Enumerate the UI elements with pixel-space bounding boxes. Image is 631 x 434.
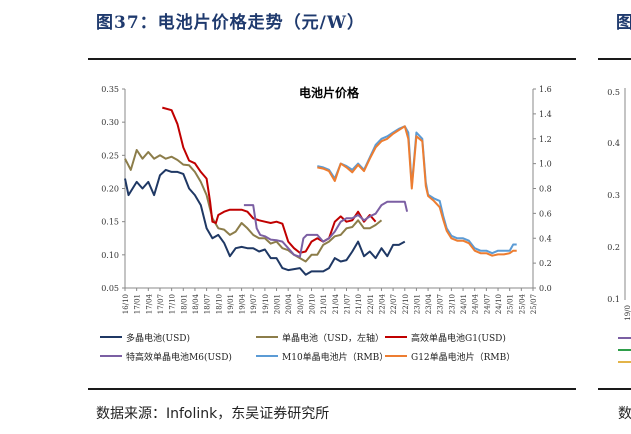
x-tick-label: 24/04 xyxy=(472,293,480,314)
x-tick-label: 24/07 xyxy=(483,294,491,314)
legend-label-4: 特高效单晶电池M6(USD) xyxy=(126,351,232,363)
legend-label-6: G12单晶电池片（RMB） xyxy=(411,351,515,363)
x-tick-label: 19/07 xyxy=(250,294,258,314)
series-line-3 xyxy=(162,106,377,254)
figure-title: 图37：电池片价格走势（元/W） xyxy=(96,13,365,33)
x-tick-label: 19/04 xyxy=(239,293,247,314)
x-tick-label: 21/10 xyxy=(355,294,363,314)
x-tick-label: 23/04 xyxy=(425,293,433,314)
x-tick-label: 20/10 xyxy=(309,294,317,314)
x-tick-label: 17/01 xyxy=(134,294,142,314)
x-tick-label: 21/04 xyxy=(332,293,340,314)
right-tick-label: 0.6 xyxy=(539,209,552,218)
series-line-1 xyxy=(124,168,406,276)
x-tick-label: 18/07 xyxy=(204,294,212,314)
right-panel-tick-label: 0.5 xyxy=(607,88,620,97)
x-tick-label: 20/04 xyxy=(285,293,293,314)
left-tick-label: 0.10 xyxy=(101,251,119,260)
left-tick-label: 0.05 xyxy=(101,284,119,293)
x-tick-label: 21/07 xyxy=(343,294,351,314)
x-tick-label: 19/10 xyxy=(262,294,270,314)
legend-label-2: 单晶电池（USD，左轴） xyxy=(282,332,384,344)
right-tick-label: 0.8 xyxy=(539,185,552,194)
left-tick-label: 0.25 xyxy=(101,151,119,160)
left-tick-label: 0.30 xyxy=(101,118,119,127)
right-tick-label: 0.4 xyxy=(539,234,552,243)
x-tick-label: 23/07 xyxy=(437,294,445,314)
x-tick-label: 17/10 xyxy=(169,294,177,314)
series-line-6 xyxy=(317,125,517,257)
x-tick-label: 17/04 xyxy=(145,293,153,314)
left-tick-label: 0.35 xyxy=(101,85,119,94)
x-tick-label: 18/04 xyxy=(192,293,200,314)
x-tick-label: 22/01 xyxy=(367,294,375,314)
right-tick-label: 1.2 xyxy=(539,135,552,144)
chart-title: 电池片价格 xyxy=(299,85,360,100)
right-panel-tick-label: 0.1 xyxy=(607,295,620,304)
left-tick-label: 0.15 xyxy=(101,218,119,227)
x-tick-label: 25/07 xyxy=(530,294,538,314)
x-tick-label: 17/07 xyxy=(157,294,165,314)
bottom-rule xyxy=(88,388,576,390)
right-figure-title-fragment: 图 xyxy=(616,13,631,33)
right-bottom-rule xyxy=(598,388,631,390)
x-tick-label: 24/01 xyxy=(460,294,468,314)
right-tick-label: 1.4 xyxy=(539,110,552,119)
x-tick-label: 23/01 xyxy=(413,294,421,314)
right-panel-tick-label: 0.4 xyxy=(607,139,620,148)
x-tick-label: 25/04 xyxy=(518,293,526,314)
legend-label-1: 多晶电池(USD) xyxy=(126,332,190,344)
x-tick-label: 19/01 xyxy=(227,294,235,314)
left-tick-label: 0.20 xyxy=(101,185,119,194)
legend-label-3: 高效单晶电池G1(USD) xyxy=(411,332,506,344)
series-line-2 xyxy=(124,149,383,263)
x-tick-label: 18/10 xyxy=(215,294,223,314)
right-panel-tick-label: 0.3 xyxy=(607,191,620,200)
top-rule xyxy=(88,58,576,60)
right-panel-x-tick: 19/0 xyxy=(624,305,631,321)
right-panel-tick-label: 0.2 xyxy=(607,243,620,252)
right-tick-label: 0.0 xyxy=(539,284,552,293)
x-tick-label: 21/01 xyxy=(320,294,328,314)
x-tick-label: 18/01 xyxy=(180,294,188,314)
x-tick-label: 22/07 xyxy=(390,294,398,314)
series-line-4 xyxy=(243,200,409,258)
x-tick-label: 24/10 xyxy=(495,294,503,314)
legend-label-5: M10单晶电池片（RMB） xyxy=(282,351,388,363)
right-top-rule xyxy=(598,58,631,60)
right-tick-label: 1.6 xyxy=(539,85,552,94)
x-tick-label: 22/04 xyxy=(378,293,386,314)
right-tick-label: 1.0 xyxy=(539,160,552,169)
x-tick-label: 25/01 xyxy=(507,294,515,314)
right-panel-footer-fragment: 数 xyxy=(618,406,631,422)
x-tick-label: 22/10 xyxy=(402,294,410,314)
right-tick-label: 0.2 xyxy=(539,259,552,268)
x-tick-label: 20/01 xyxy=(274,294,282,314)
x-tick-label: 23/10 xyxy=(448,294,456,314)
source-note: 数据来源：Infolink，东吴证券研究所 xyxy=(96,406,330,422)
x-tick-label: 16/10 xyxy=(122,294,130,314)
x-tick-label: 20/07 xyxy=(297,294,305,314)
series-line-5 xyxy=(317,125,517,255)
